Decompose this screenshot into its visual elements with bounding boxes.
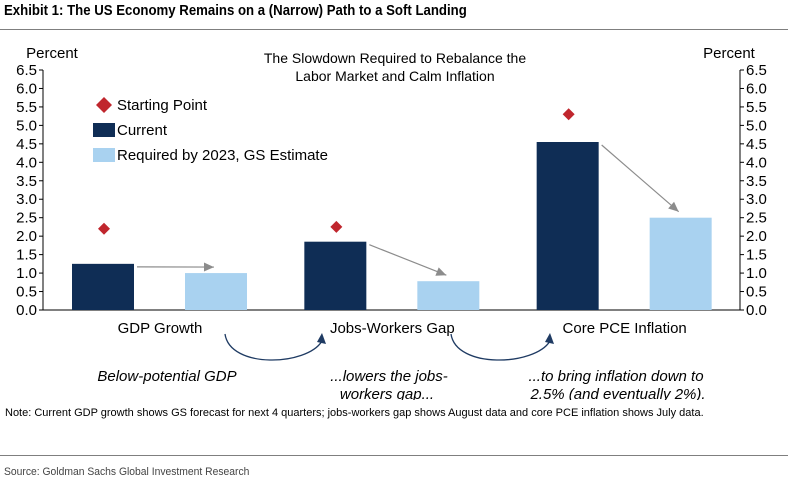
bar-current [536,142,599,310]
legend-current-label: Current [117,122,168,139]
transition-arrowhead [435,267,447,276]
y-tick-label-left: 0.0 [16,302,37,319]
x-category-label: Jobs-Workers Gap [330,320,455,337]
annotation-jobs-line2: workers gap... [340,386,434,400]
starting-point-marker [330,220,343,233]
legend-current-swatch [93,123,115,137]
y-tick-label-right: 1.5 [746,247,767,264]
flow-curve-arrow [450,333,551,361]
y-tick-label-left: 1.0 [16,265,37,282]
annotation-gdp: Below-potential GDP [97,368,236,385]
y-tick-label-left: 4.0 [16,154,37,171]
bar-current [304,241,367,310]
y-tick-label-left: 6.5 [16,62,37,79]
chart-title-line2: Labor Market and Calm Inflation [295,68,494,84]
y-tick-label-right: 1.0 [746,265,767,282]
y-tick-label-left: 2.5 [16,210,37,227]
annotation-pce-line1: ...to bring inflation down to [528,368,703,385]
transition-arrow [601,144,680,213]
legend-starting-point-label: Starting Point [117,97,208,114]
bar-required [649,217,712,310]
starting-point-marker [562,108,575,121]
transition-arrowhead [668,201,679,212]
y-tick-label-right: 6.5 [746,62,767,79]
bar-required [185,273,247,310]
y-tick-label-right: 2.0 [746,228,767,245]
bar-current [72,263,134,310]
y-tick-label-right: 3.0 [746,191,767,208]
y-tick-label-left: 4.5 [16,136,37,153]
exhibit-title: Exhibit 1: The US Economy Remains on a (… [4,2,467,19]
y-tick-label-left: 1.5 [16,247,37,264]
y-tick-label-right: 5.0 [746,117,767,134]
y-tick-label-right: 0.0 [746,302,767,319]
legend-starting-point-marker [96,97,112,113]
legend-required-label: Required by 2023, GS Estimate [117,147,328,164]
y-tick-label-left: 6.0 [16,80,37,97]
flow-curve-arrowhead [317,333,326,344]
x-category-label: Core PCE Inflation [563,320,687,337]
x-category-label: GDP Growth [118,320,203,337]
legend-required-swatch [93,148,115,162]
flow-curve-arrow [224,333,323,361]
annotation-jobs-line1: ...lowers the jobs- [330,368,448,385]
chart-title-line1: The Slowdown Required to Rebalance the [264,50,526,66]
y-tick-label-right: 0.5 [746,284,767,301]
y-tick-label-left: 5.5 [16,99,37,116]
y-tick-label-left: 2.0 [16,228,37,245]
y-tick-label-right: 4.5 [746,136,767,153]
y-axis-label-right: Percent [703,45,756,62]
annotation-pce-line2: 2.5% (and eventually 2%). [529,386,705,400]
y-tick-label-left: 3.5 [16,173,37,190]
transition-arrow [369,244,447,276]
y-tick-label-right: 2.5 [746,210,767,227]
y-tick-label-left: 3.0 [16,191,37,208]
footer-divider [0,455,788,456]
bar-required [417,281,480,310]
y-tick-label-left: 5.0 [16,117,37,134]
y-tick-label-right: 5.5 [746,99,767,116]
y-tick-label-left: 0.5 [16,284,37,301]
transition-arrowhead [203,262,214,272]
flow-curve-arrowhead [545,333,554,344]
y-axis-label-left: Percent [26,45,79,62]
chart-note: Note: Current GDP growth shows GS foreca… [5,407,704,419]
y-tick-label-right: 6.0 [746,80,767,97]
starting-point-marker [98,222,110,235]
title-divider [0,29,788,30]
y-tick-label-right: 4.0 [746,154,767,171]
y-tick-label-right: 3.5 [746,173,767,190]
source-line: Source: Goldman Sachs Global Investment … [4,466,250,478]
chart: The Slowdown Required to Rebalance the L… [16,45,767,400]
